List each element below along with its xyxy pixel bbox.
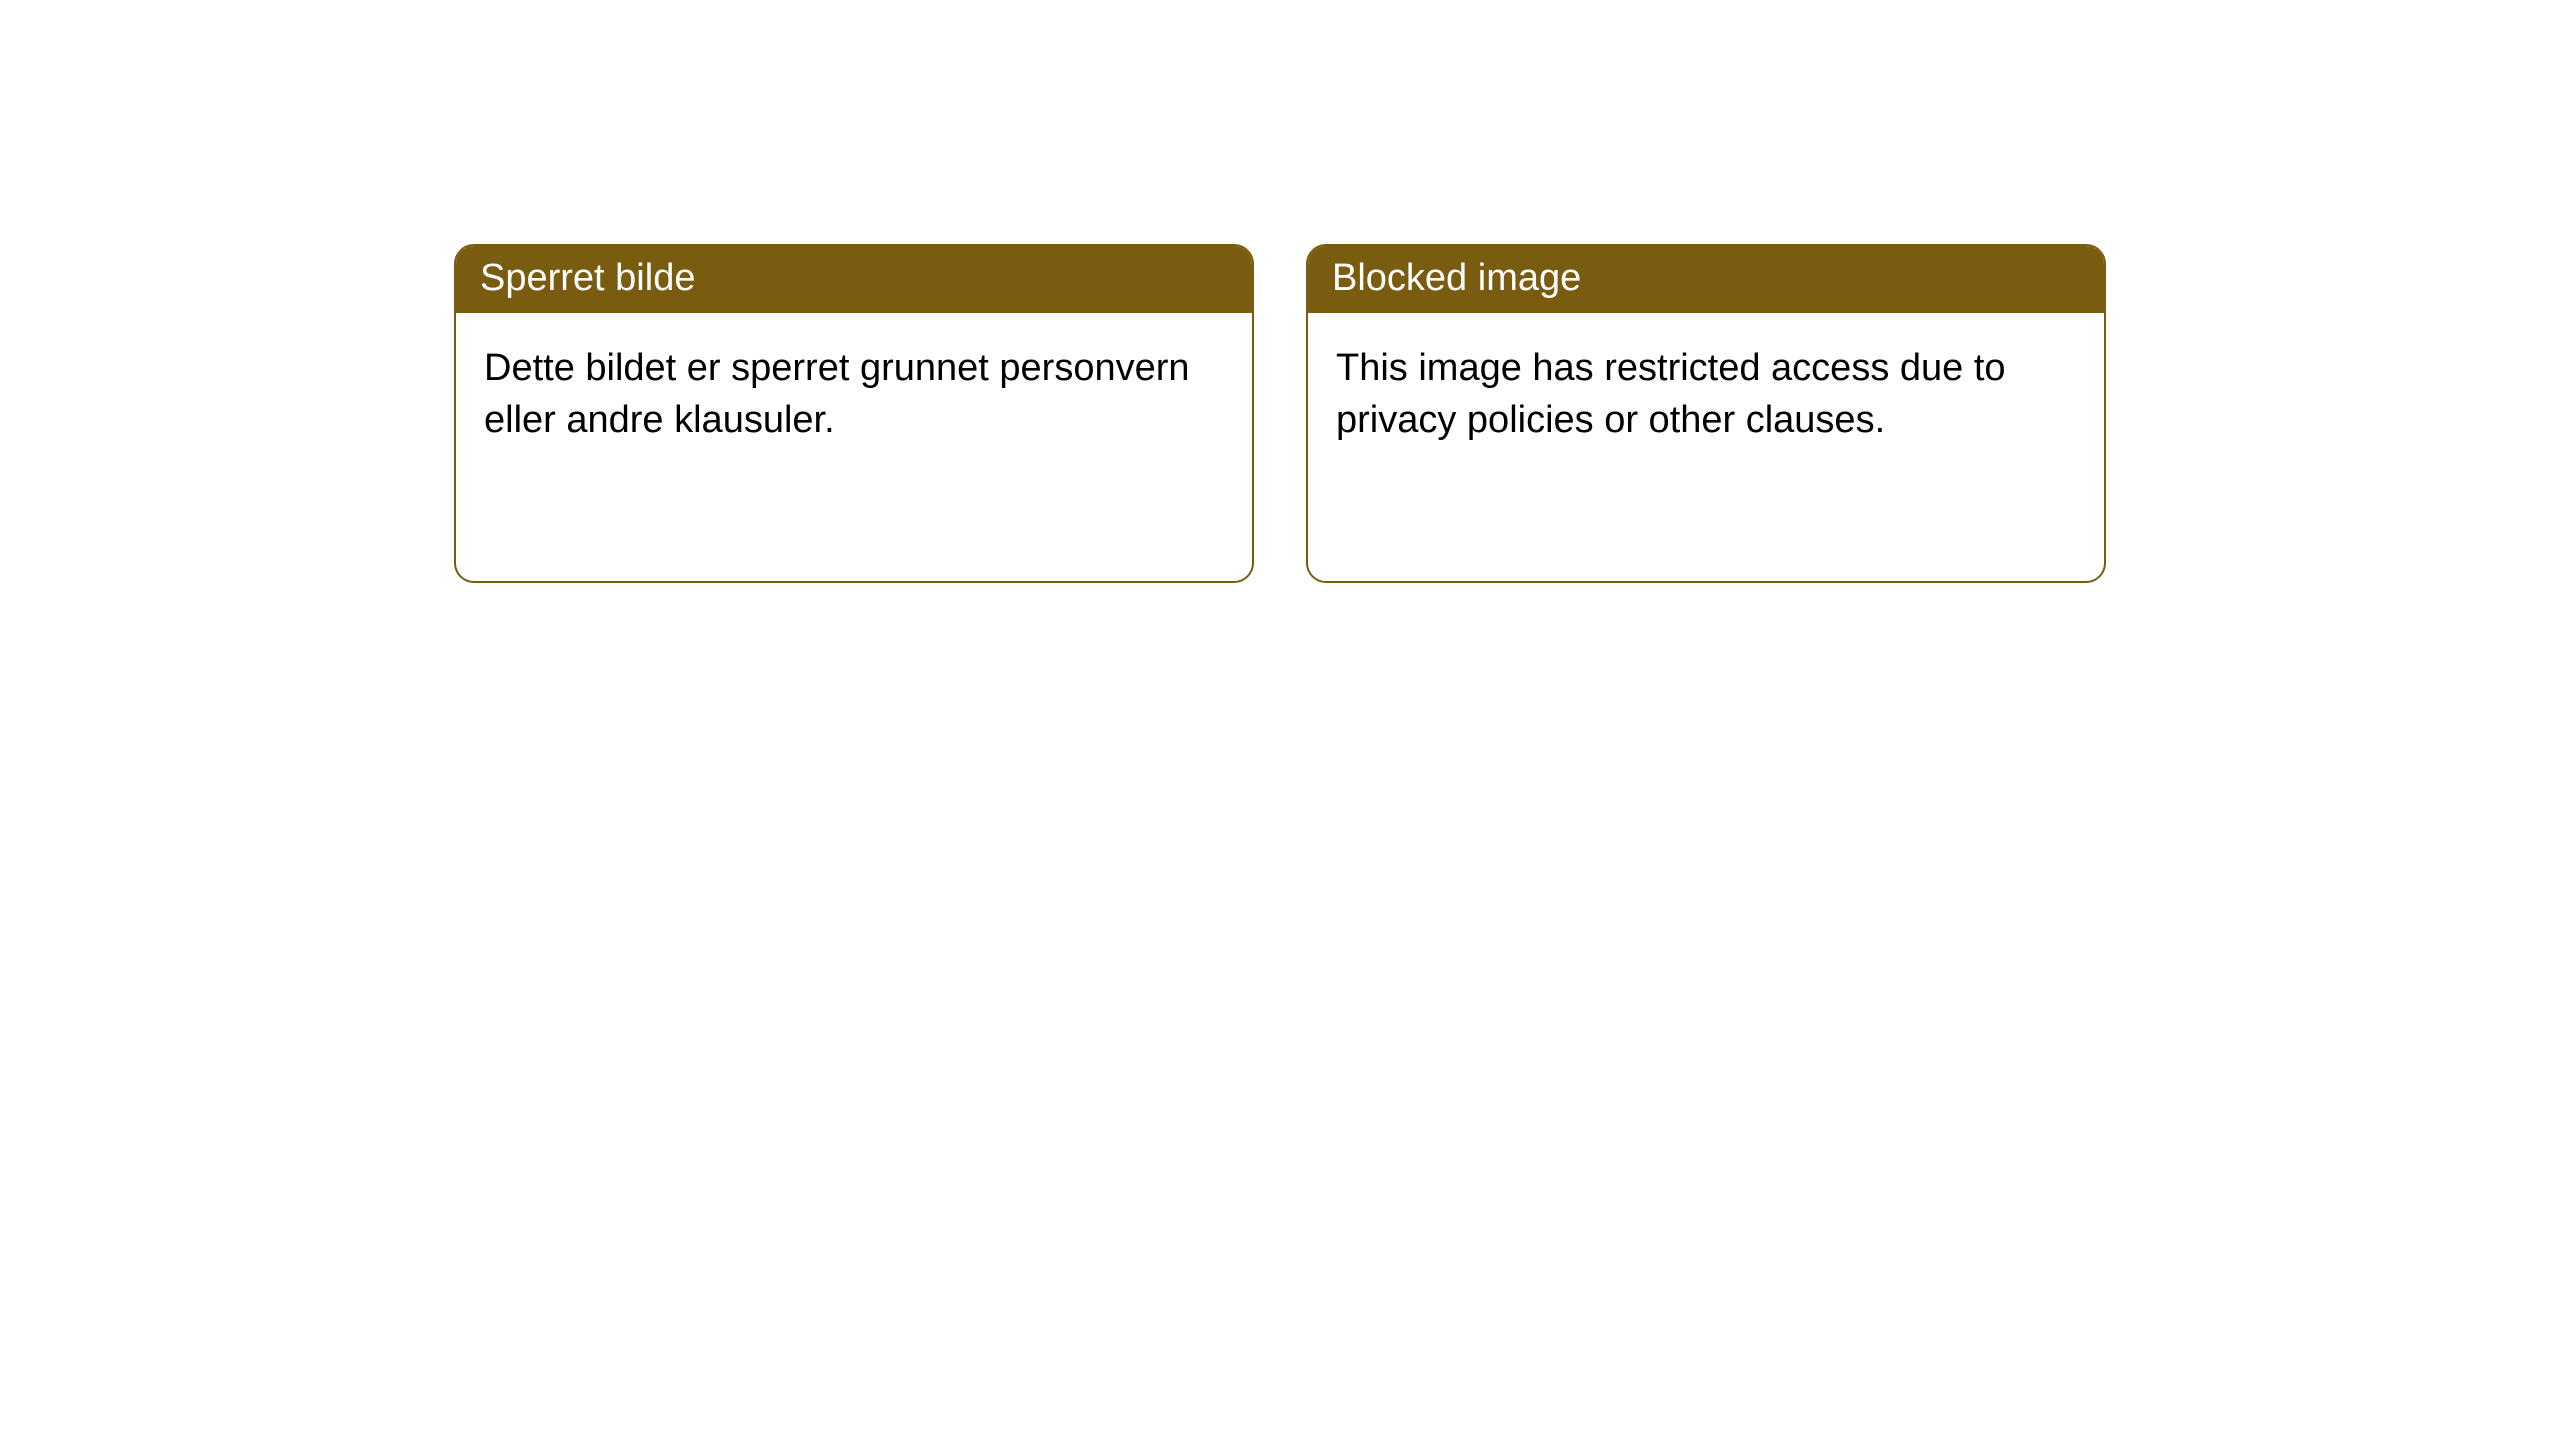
- notice-box-english: Blocked image This image has restricted …: [1306, 244, 2106, 583]
- notices-container: Sperret bilde Dette bildet er sperret gr…: [454, 244, 2106, 583]
- notice-header: Sperret bilde: [456, 246, 1252, 313]
- notice-header: Blocked image: [1308, 246, 2104, 313]
- notice-body: This image has restricted access due to …: [1308, 313, 2104, 581]
- notice-body: Dette bildet er sperret grunnet personve…: [456, 313, 1252, 581]
- notice-box-norwegian: Sperret bilde Dette bildet er sperret gr…: [454, 244, 1254, 583]
